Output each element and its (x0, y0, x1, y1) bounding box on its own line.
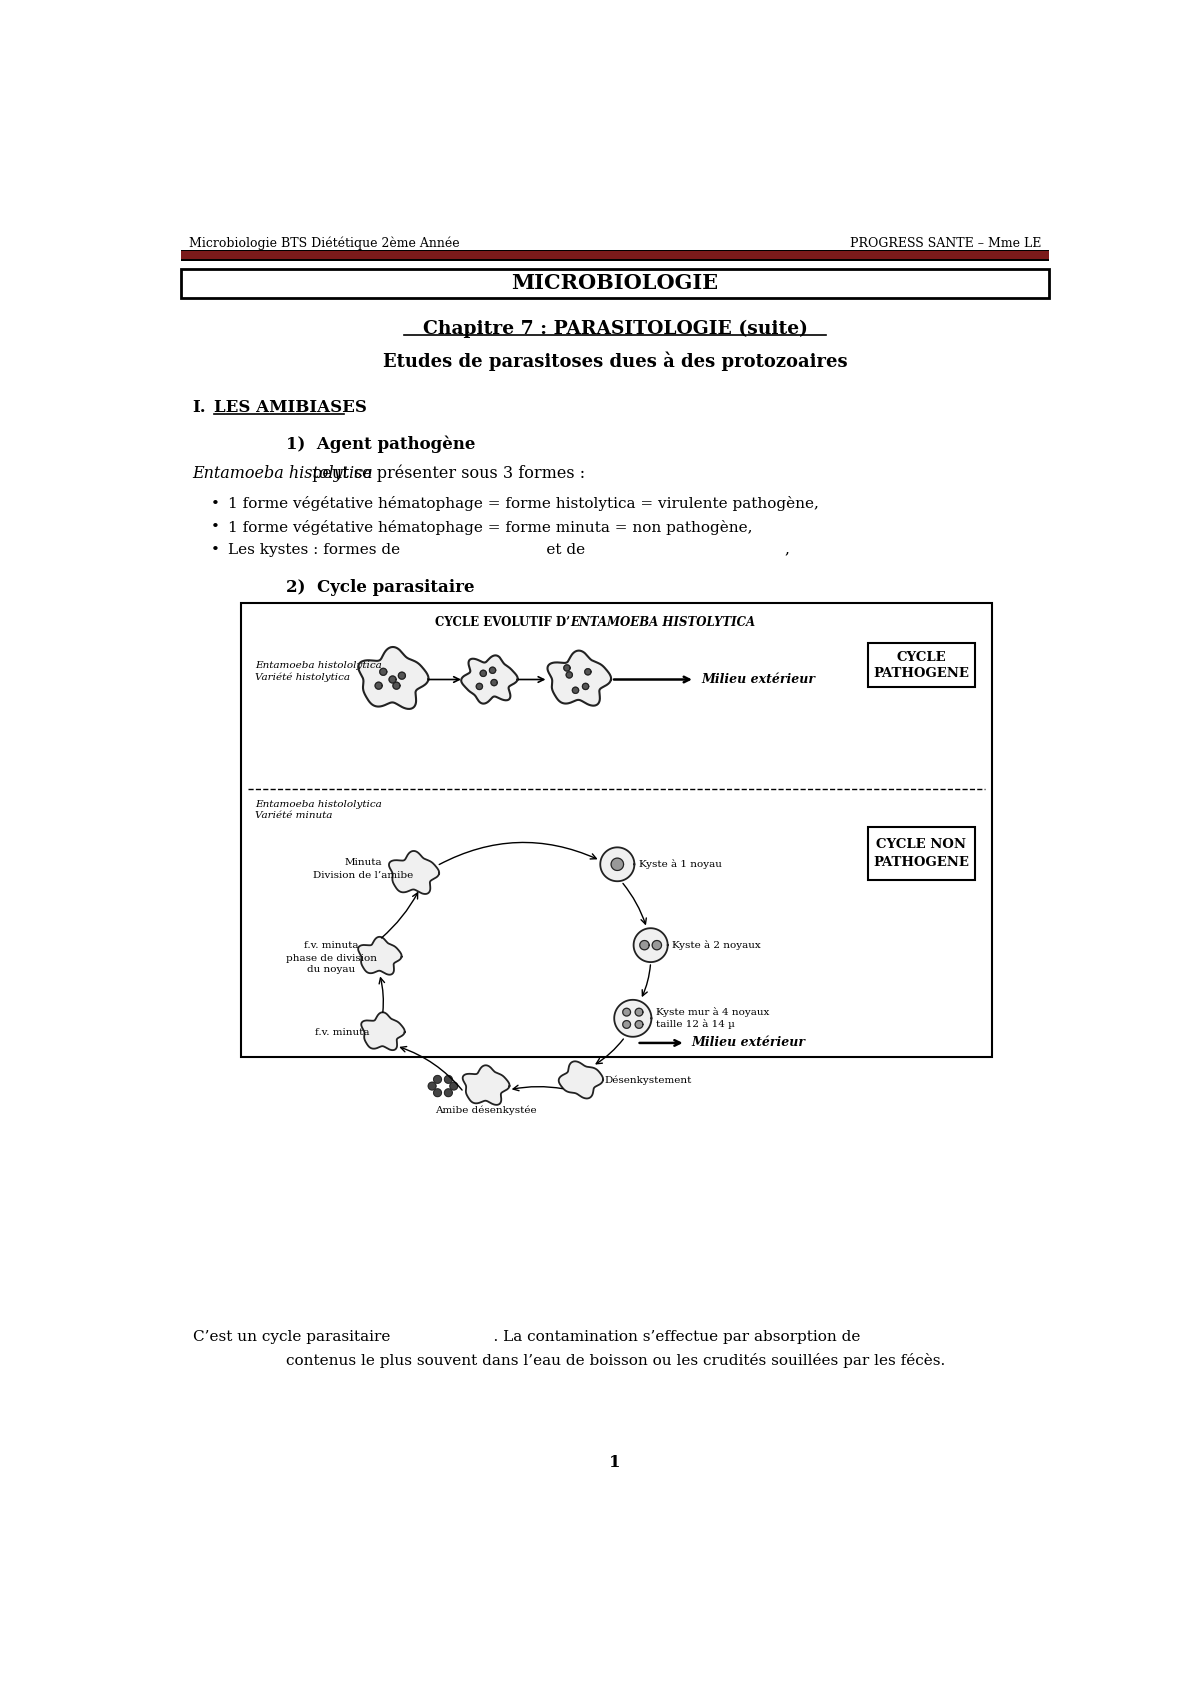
Text: f.v. minuta: f.v. minuta (304, 942, 359, 950)
Text: Variété histolytica: Variété histolytica (256, 672, 350, 682)
Text: •: • (210, 519, 220, 535)
Polygon shape (389, 850, 439, 894)
Polygon shape (444, 1076, 452, 1083)
Text: PROGRESS SANTE – Mme LE: PROGRESS SANTE – Mme LE (850, 238, 1042, 249)
Bar (181, 251, 1049, 260)
Bar (868, 828, 974, 879)
Polygon shape (566, 672, 572, 679)
Polygon shape (640, 940, 649, 950)
Text: Entamoeba histololytica: Entamoeba histololytica (256, 662, 382, 670)
Text: Entamoeba histolytica: Entamoeba histolytica (193, 465, 373, 482)
Polygon shape (376, 682, 382, 689)
Polygon shape (564, 665, 570, 670)
Polygon shape (559, 1061, 604, 1098)
Polygon shape (463, 1066, 510, 1105)
Text: MICROBIOLOGIE: MICROBIOLOGIE (511, 273, 719, 294)
Polygon shape (635, 1020, 643, 1028)
Polygon shape (634, 928, 667, 962)
Text: Milieu extérieur: Milieu extérieur (691, 1037, 805, 1049)
Text: Amibe désenkystée: Amibe désenkystée (434, 1106, 536, 1115)
Text: contenus le plus souvent dans l’eau de boisson ou les crudités souillées par les: contenus le plus souvent dans l’eau de b… (286, 1353, 944, 1368)
Polygon shape (392, 682, 400, 689)
Polygon shape (359, 647, 428, 709)
Text: f.v. minuta: f.v. minuta (314, 1028, 370, 1037)
Text: Minuta: Minuta (344, 859, 382, 867)
Polygon shape (433, 1076, 442, 1083)
Text: 1: 1 (610, 1454, 620, 1471)
Text: du noyau: du noyau (307, 966, 355, 974)
Text: 1)  Agent pathogène: 1) Agent pathogène (286, 434, 475, 453)
Text: •: • (210, 497, 220, 511)
Bar (181, 270, 1049, 297)
Text: Désenkystement: Désenkystement (604, 1076, 691, 1084)
Polygon shape (572, 687, 578, 694)
Text: Division de l’amibe: Division de l’amibe (313, 871, 413, 879)
Polygon shape (444, 1089, 452, 1096)
Text: PATHOGENE: PATHOGENE (874, 667, 970, 680)
Bar (868, 643, 974, 687)
Polygon shape (653, 940, 661, 950)
Text: phase de division: phase de division (286, 954, 377, 962)
Text: Chapitre 7 : PARASITOLOGIE (suite): Chapitre 7 : PARASITOLOGIE (suite) (422, 319, 808, 338)
Polygon shape (584, 669, 590, 675)
Text: 1 forme végétative hématophage = forme minuta = non pathogène,: 1 forme végétative hématophage = forme m… (228, 519, 752, 535)
Polygon shape (389, 675, 396, 682)
Text: ENTAMOEBA HISTOLYTICA: ENTAMOEBA HISTOLYTICA (570, 616, 755, 630)
Polygon shape (480, 670, 486, 677)
Text: C’est un cycle parasitaire: C’est un cycle parasitaire (193, 1330, 390, 1344)
Bar (241, 602, 991, 1057)
Polygon shape (379, 669, 386, 675)
Polygon shape (582, 684, 589, 689)
Polygon shape (398, 672, 406, 679)
Polygon shape (476, 684, 482, 689)
Text: Variété minuta: Variété minuta (256, 811, 332, 820)
Text: Les kystes : formes de                              et de                       : Les kystes : formes de et de (228, 543, 790, 557)
Text: PATHOGENE: PATHOGENE (874, 857, 970, 869)
Text: 1 forme végétative hématophage = forme histolytica = virulente pathogène,: 1 forme végétative hématophage = forme h… (228, 497, 818, 511)
Polygon shape (623, 1008, 630, 1017)
Text: LES AMIBIASES: LES AMIBIASES (214, 399, 366, 416)
Text: 2)  Cycle parasitaire: 2) Cycle parasitaire (286, 579, 474, 596)
Text: . La contamination s’effectue par absorption de: . La contamination s’effectue par absorp… (318, 1330, 860, 1344)
Polygon shape (623, 1020, 630, 1028)
Polygon shape (358, 937, 402, 974)
Polygon shape (428, 1083, 436, 1089)
Text: Milieu extérieur: Milieu extérieur (702, 674, 816, 686)
Polygon shape (450, 1083, 457, 1089)
Polygon shape (433, 1089, 442, 1096)
Text: taille 12 à 14 µ: taille 12 à 14 µ (656, 1020, 734, 1030)
Text: CYCLE: CYCLE (896, 652, 946, 665)
Polygon shape (461, 655, 517, 704)
Text: peut se présenter sous 3 formes :: peut se présenter sous 3 formes : (307, 465, 586, 482)
Polygon shape (490, 667, 496, 674)
Text: •: • (210, 543, 220, 557)
Text: Entamoeba histololytica: Entamoeba histololytica (256, 799, 382, 809)
Text: Etudes de parasitoses dues à des protozoaires: Etudes de parasitoses dues à des protozo… (383, 351, 847, 372)
Polygon shape (491, 679, 497, 686)
Text: CYCLE NON: CYCLE NON (876, 838, 966, 850)
Polygon shape (611, 859, 624, 871)
Text: Microbiologie BTS Diététique 2ème Année: Microbiologie BTS Diététique 2ème Année (188, 238, 460, 251)
Text: I.: I. (193, 399, 206, 416)
Polygon shape (600, 847, 635, 881)
Polygon shape (635, 1008, 643, 1017)
Polygon shape (361, 1013, 404, 1050)
Polygon shape (614, 1000, 652, 1037)
Text: Kyste à 2 noyaux: Kyste à 2 noyaux (672, 940, 761, 950)
Text: CYCLE EVOLUTIF D’: CYCLE EVOLUTIF D’ (434, 616, 570, 630)
Polygon shape (547, 650, 611, 706)
Text: Kyste à 1 noyau: Kyste à 1 noyau (640, 859, 722, 869)
Text: Kyste mur à 4 noyaux: Kyste mur à 4 noyaux (656, 1008, 769, 1017)
